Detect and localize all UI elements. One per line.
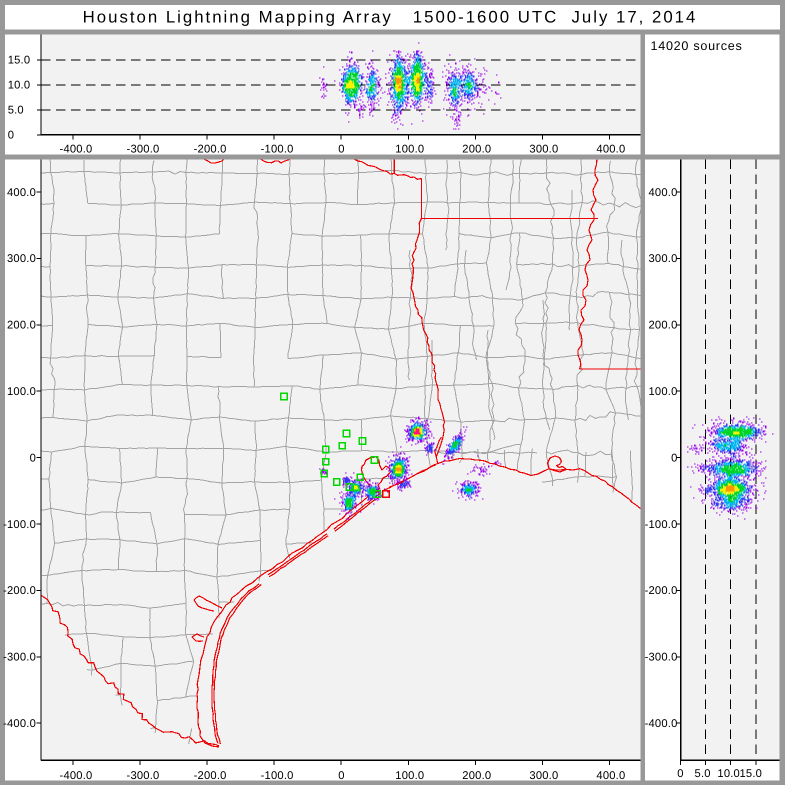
svg-text:0: 0 [338, 144, 344, 156]
svg-text:-400.0: -400.0 [645, 718, 678, 730]
svg-text:100.0: 100.0 [649, 386, 678, 398]
svg-text:100.0: 100.0 [395, 770, 424, 782]
svg-text:300.0: 300.0 [529, 144, 558, 156]
svg-text:300.0: 300.0 [7, 253, 36, 265]
svg-text:100.0: 100.0 [7, 386, 36, 398]
svg-text:300.0: 300.0 [529, 770, 558, 782]
svg-text:-100.0: -100.0 [261, 770, 294, 782]
svg-text:0: 0 [338, 770, 344, 782]
svg-text:14020 sources: 14020 sources [651, 39, 743, 53]
svg-text:0: 0 [671, 452, 677, 464]
svg-text:-400.0: -400.0 [60, 144, 93, 156]
svg-text:-100.0: -100.0 [645, 519, 678, 531]
svg-text:10.0: 10.0 [717, 768, 740, 780]
svg-text:400.0: 400.0 [596, 770, 625, 782]
svg-text:0: 0 [677, 768, 683, 780]
svg-text:100.0: 100.0 [395, 144, 424, 156]
svg-text:-400.0: -400.0 [3, 718, 36, 730]
svg-text:0: 0 [8, 130, 14, 142]
svg-text:-300.0: -300.0 [645, 652, 678, 664]
svg-text:-300.0: -300.0 [127, 144, 160, 156]
svg-text:200.0: 200.0 [649, 320, 678, 332]
svg-text:5.0: 5.0 [695, 768, 711, 780]
svg-text:200.0: 200.0 [7, 320, 36, 332]
svg-text:-300.0: -300.0 [127, 770, 160, 782]
svg-text:200.0: 200.0 [462, 770, 491, 782]
svg-text:5.0: 5.0 [8, 105, 24, 117]
svg-text:-200.0: -200.0 [645, 585, 678, 597]
svg-text:200.0: 200.0 [462, 144, 491, 156]
svg-text:400.0: 400.0 [649, 187, 678, 199]
svg-text:0: 0 [30, 452, 36, 464]
svg-text:400.0: 400.0 [7, 187, 36, 199]
svg-text:-100.0: -100.0 [261, 144, 294, 156]
svg-text:10.0: 10.0 [8, 80, 31, 92]
svg-text:-400.0: -400.0 [60, 770, 93, 782]
svg-text:-300.0: -300.0 [3, 652, 36, 664]
svg-text:15.0: 15.0 [740, 768, 763, 780]
svg-text:15.0: 15.0 [8, 55, 31, 67]
svg-text:Houston Lightning Mapping Arra: Houston Lightning Mapping Array 1500-160… [83, 8, 698, 27]
svg-text:-200.0: -200.0 [194, 770, 227, 782]
svg-text:-100.0: -100.0 [3, 519, 36, 531]
svg-text:300.0: 300.0 [649, 253, 678, 265]
svg-text:-200.0: -200.0 [194, 144, 227, 156]
svg-text:400.0: 400.0 [596, 144, 625, 156]
svg-text:-200.0: -200.0 [3, 585, 36, 597]
